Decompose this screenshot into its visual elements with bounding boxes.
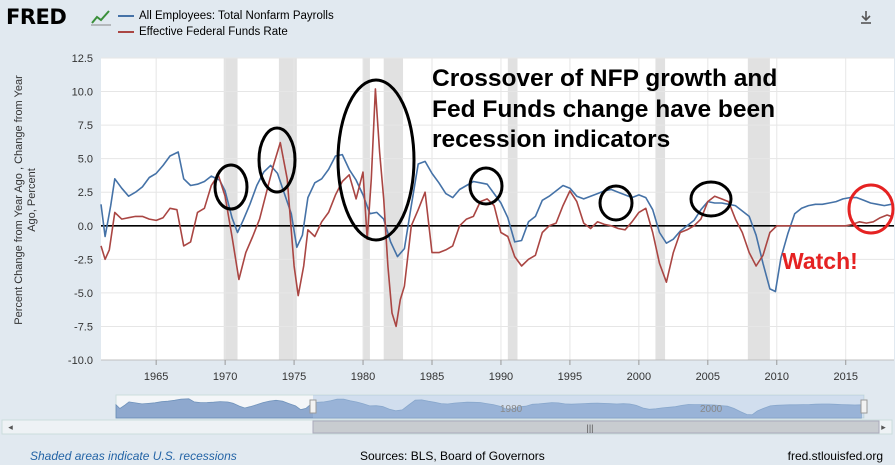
y-tick-label: 2.5	[78, 187, 93, 199]
scroll-right-button[interactable]: ▸	[881, 422, 886, 432]
legend: All Employees: Total Nonfarm Payrolls Ef…	[118, 9, 334, 41]
annotation-circles	[213, 78, 895, 242]
x-tick-label: 1975	[282, 371, 306, 383]
recession-band	[278, 58, 297, 360]
recession-note: Shaded areas indicate U.S. recessions	[30, 449, 237, 463]
y-tick-label: 5.0	[78, 154, 93, 166]
navigator[interactable]: 1980 2000 |||	[1, 394, 893, 435]
series-line-payrolls	[100, 151, 892, 293]
x-tick-label: 1965	[144, 371, 168, 383]
annotation-circle	[689, 180, 733, 218]
annotation-circle	[598, 184, 634, 222]
recession-band	[747, 58, 770, 360]
recession-band	[383, 58, 404, 360]
x-tick-label: 2005	[696, 371, 720, 383]
x-axis-ticks: 1965 1970 1975 1980 1985 1990 1995 2000 2005 2010…	[144, 360, 858, 383]
annotation-circle	[847, 183, 895, 235]
annotation-circle	[468, 166, 504, 206]
legend-label-fedfunds: Effective Federal Funds Rate	[139, 26, 288, 38]
annotation-circle	[213, 163, 249, 211]
navigator-handle[interactable]	[860, 399, 868, 414]
scrollbar-grip[interactable]: |||	[586, 423, 593, 433]
x-tick-label: 2015	[833, 371, 857, 383]
navigator-selection[interactable]	[313, 395, 864, 418]
x-tick-label: 1985	[420, 371, 444, 383]
sources-text: Sources: BLS, Board of Governors	[360, 449, 545, 463]
scroll-left-button[interactable]: ◂	[8, 422, 13, 432]
x-tick-label: 1980	[351, 371, 375, 383]
legend-item-payrolls: All Employees: Total Nonfarm Payrolls	[118, 9, 334, 23]
legend-item-fedfunds: Effective Federal Funds Rate	[118, 25, 334, 39]
legend-swatch-payrolls	[118, 15, 134, 17]
recession-band	[363, 58, 370, 360]
recession-band	[655, 58, 666, 360]
x-tick-label: 1990	[489, 371, 513, 383]
x-tick-label: 1970	[213, 371, 237, 383]
x-tick-label: 2010	[765, 371, 789, 383]
navigator-area	[115, 398, 862, 419]
y-tick-label: 7.5	[78, 120, 93, 132]
y-tick-label: 0.0	[78, 221, 93, 233]
y-tick-label: -2.5	[74, 254, 93, 266]
y-tick-label: -7.5	[74, 321, 93, 333]
y-axis-ticks: 12.5 10.0 7.5 5.0 2.5 0.0 -2.5 -5.0 -7.5 -10.0	[68, 53, 93, 367]
legend-label-payrolls: All Employees: Total Nonfarm Payrolls	[139, 10, 334, 22]
annotation-circle	[257, 126, 297, 194]
recession-band	[507, 58, 518, 360]
annotation-line-2: Fed Funds change have been	[432, 95, 776, 123]
scrollbar-thumb[interactable]	[312, 420, 880, 434]
recession-bands	[223, 58, 770, 360]
watch-label: Watch!	[782, 248, 858, 274]
chart-line-icon	[91, 10, 111, 26]
navigator-tick-label: 2000	[700, 404, 723, 415]
annotation-line-1: Crossover of NFP growth and	[432, 65, 778, 92]
legend-swatch-fedfunds	[118, 31, 134, 33]
series-line-fedfunds	[100, 88, 892, 328]
navigator-handle[interactable]	[309, 399, 317, 414]
x-tick-label: 2000	[627, 371, 651, 383]
y-tick-label: -10.0	[68, 355, 93, 367]
download-icon[interactable]	[859, 10, 873, 24]
annotation-line-3: recession indicators	[432, 126, 671, 153]
y-axis-label: Percent Change from Year Ago , Change fr…	[13, 75, 38, 325]
series-lines	[100, 88, 892, 328]
annotation-circle	[336, 78, 416, 242]
x-tick-label: 1995	[558, 371, 582, 383]
fred-logo: FRED	[6, 5, 67, 29]
y-tick-label: 12.5	[72, 53, 93, 65]
y-tick-label: 10.0	[72, 87, 93, 99]
site-link[interactable]: fred.stlouisfed.org	[787, 449, 883, 463]
y-tick-label: -5.0	[74, 288, 93, 300]
navigator-tick-label: 1980	[500, 404, 523, 415]
annotation-text: Crossover of NFP growth and Fed Funds ch…	[432, 64, 852, 156]
